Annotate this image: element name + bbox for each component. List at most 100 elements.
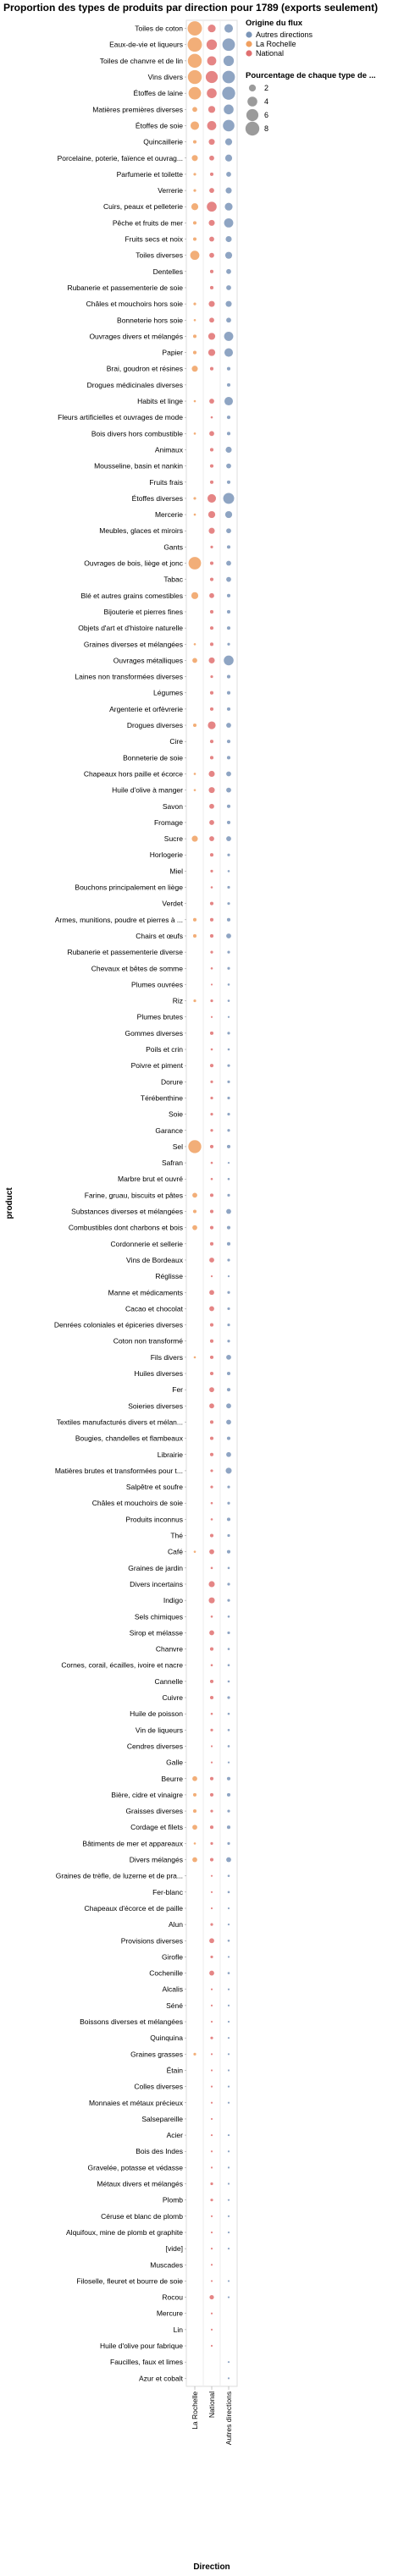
data-point — [208, 721, 216, 729]
data-point — [224, 24, 234, 33]
data-point — [210, 2215, 213, 2217]
x-tick-label: La Rochelle — [191, 2392, 199, 2430]
y-tick-label: Graines grasses — [130, 2050, 183, 2058]
data-point — [206, 39, 218, 50]
y-tick-label: Cire — [169, 737, 183, 746]
data-point — [193, 2052, 196, 2056]
y-tick-label: Matières premières diverses — [92, 105, 183, 113]
y-tick-label: Mercerie — [155, 510, 183, 519]
y-tick-label: Châles et mouchoirs de soie — [92, 1499, 184, 1507]
data-point — [226, 463, 231, 469]
data-point — [208, 527, 215, 534]
data-point — [210, 1745, 213, 1748]
data-point — [226, 1436, 231, 1440]
y-tick-label: Meubles, glaces et miroirs — [99, 526, 183, 535]
y-tick-label: Porcelaine, poterie, faïence et ouvrag..… — [58, 154, 183, 162]
y-tick-label: Rocou — [162, 2293, 183, 2302]
data-point — [192, 350, 197, 355]
y-tick-label: Plumes brutes — [137, 1013, 183, 1021]
y-tick-label: Fruits frais — [149, 478, 183, 487]
data-point — [209, 1825, 214, 1830]
data-point — [210, 2101, 213, 2104]
data-point — [226, 626, 231, 630]
data-point — [227, 1956, 230, 1958]
data-point — [226, 609, 231, 614]
y-tick-label: Bijouterie et pierres fines — [103, 608, 183, 616]
data-point — [210, 545, 213, 548]
y-tick-label: Divers mélangés — [130, 1856, 183, 1864]
data-point — [209, 252, 214, 258]
data-point — [210, 2069, 213, 2072]
data-point — [226, 593, 231, 597]
y-tick-label: Fleurs artificielles et ouvrages de mode — [58, 413, 183, 421]
data-point — [209, 1679, 214, 1683]
data-point — [209, 691, 214, 695]
data-point — [227, 1907, 230, 1910]
y-tick-label: Cuivre — [162, 1693, 183, 1702]
y-tick-label: Salpêtre et soufre — [126, 1483, 183, 1491]
data-point — [209, 172, 214, 176]
y-tick-label: Armes, munitions, poudre et pierres à ..… — [55, 916, 183, 924]
data-point — [226, 1857, 231, 1863]
legend-size-label: 2 — [264, 84, 268, 92]
y-tick-label: Pêche et fruits de mer — [113, 218, 183, 227]
data-point — [208, 139, 215, 146]
y-tick-label: Gommes diverses — [125, 1029, 184, 1038]
data-point — [210, 1728, 213, 1731]
y-tick-label: Fromage — [154, 818, 183, 827]
y-tick-label: Légumes — [153, 689, 183, 697]
data-point — [226, 1354, 231, 1360]
data-point — [209, 1031, 214, 1035]
data-point — [193, 497, 196, 500]
data-point — [210, 1988, 213, 1990]
y-tick-label: Boissons diverses et mélangées — [80, 2017, 183, 2026]
y-tick-label: Produits inconnus — [125, 1515, 183, 1523]
data-point — [192, 107, 197, 113]
data-point — [210, 1080, 213, 1083]
data-point — [193, 302, 196, 305]
data-point — [208, 349, 216, 356]
data-point — [224, 510, 233, 519]
data-point — [226, 917, 231, 922]
data-point — [227, 1129, 230, 1132]
data-point — [227, 1631, 230, 1635]
data-point — [210, 416, 213, 419]
data-point — [209, 1647, 214, 1651]
data-point — [227, 1891, 230, 1894]
data-point — [187, 21, 202, 36]
data-point — [209, 1225, 214, 1230]
y-tick-label: Bonneterie hors soie — [117, 316, 183, 324]
y-tick-label: Objets d'art et d'histoire naturelle — [78, 624, 183, 632]
y-tick-label: Cochenille — [149, 1969, 183, 1978]
data-point — [210, 2264, 213, 2266]
data-point — [192, 723, 197, 728]
data-point — [192, 917, 197, 922]
data-point — [227, 1874, 230, 1877]
y-tick-label: Eaux-de-vie et liqueurs — [109, 41, 183, 49]
legend-color-swatch — [246, 41, 252, 47]
y-tick-label: Huile d'olive à manger — [112, 786, 183, 795]
y-tick-label: Gravelée, potasse et védasse — [88, 2163, 184, 2171]
data-point — [210, 966, 213, 970]
y-tick-label: Divers incertains — [130, 1580, 183, 1588]
data-point — [225, 1467, 232, 1474]
y-tick-label: Chevaux et bêtes de somme — [91, 964, 183, 972]
data-point — [208, 24, 216, 33]
data-point — [192, 1809, 197, 1814]
data-point — [208, 1597, 215, 1604]
data-point — [209, 1371, 214, 1376]
data-point — [226, 1825, 231, 1830]
data-point — [224, 397, 234, 406]
data-point — [209, 480, 214, 484]
data-point — [227, 1648, 230, 1650]
data-point — [227, 642, 230, 646]
y-tick-label: Bière, cidre et vinaigre — [111, 1791, 183, 1799]
y-tick-label: Verdet — [162, 900, 183, 908]
data-point — [227, 950, 230, 954]
y-tick-label: Étoffes diverses — [132, 494, 183, 503]
y-tick-label: Cannelle — [154, 1677, 183, 1686]
data-point — [210, 2199, 213, 2202]
data-point — [226, 576, 231, 582]
y-tick-label: Vin de liqueurs — [136, 1726, 183, 1734]
data-point — [227, 2133, 230, 2137]
